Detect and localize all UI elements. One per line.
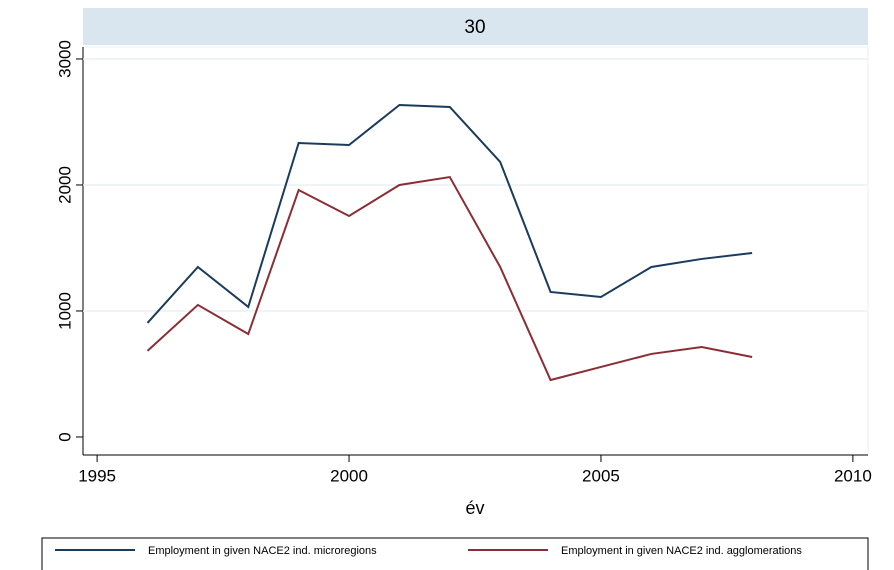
plot-area (82, 46, 869, 456)
legend-label: Employment in given NACE2 ind. agglomera… (561, 545, 802, 557)
x-tick-label: 1995 (78, 466, 116, 485)
line-series (146, 175, 753, 382)
y-tick-label: 3000 (55, 40, 74, 78)
y-tick-label: 2000 (55, 166, 74, 204)
legend-label: Employment in given NACE2 ind. microregi… (148, 545, 377, 557)
x-axis-label: év (465, 498, 484, 518)
y-tick-label: 0 (55, 432, 74, 441)
chart-title: 30 (464, 17, 485, 38)
legend (41, 537, 869, 570)
title-strip (83, 8, 868, 45)
y-tick-label: 1000 (55, 292, 74, 330)
x-tick-label: 2005 (582, 466, 620, 485)
x-tick-label: 2010 (834, 466, 872, 485)
line-series (146, 103, 753, 324)
x-tick-label: 2000 (330, 466, 368, 485)
